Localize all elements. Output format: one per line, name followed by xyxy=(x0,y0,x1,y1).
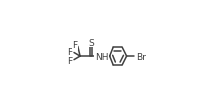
Text: NH: NH xyxy=(95,52,108,61)
Text: F: F xyxy=(68,56,73,65)
Text: Br: Br xyxy=(137,52,146,61)
Text: S: S xyxy=(88,38,94,47)
Text: F: F xyxy=(72,41,77,50)
Text: F: F xyxy=(68,48,73,57)
